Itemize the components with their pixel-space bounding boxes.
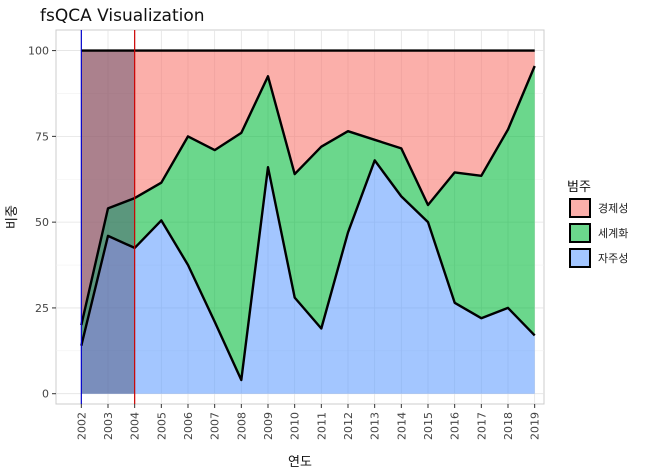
x-tick-label: 2003 bbox=[102, 412, 115, 440]
x-tick-label: 2012 bbox=[342, 412, 355, 440]
y-tick-label: 25 bbox=[35, 302, 49, 315]
x-axis: 2002 2003 2004 2005 2006 2007 2008 2009 2010 2011… bbox=[75, 404, 542, 440]
y-tick-label: 50 bbox=[35, 216, 49, 229]
shaded-region bbox=[81, 50, 135, 394]
stacked-areas bbox=[81, 50, 535, 394]
x-tick-label: 2013 bbox=[369, 412, 382, 440]
x-tick-label: 2005 bbox=[155, 412, 168, 440]
area-세계화 bbox=[81, 66, 535, 380]
line-자주성 bbox=[80, 159, 536, 382]
line-세계화 bbox=[80, 65, 536, 326]
shaded-period bbox=[81, 50, 135, 394]
x-tick-label: 2017 bbox=[475, 412, 488, 440]
legend-title: 범주 bbox=[567, 180, 591, 195]
legend-key-자주성 bbox=[569, 248, 591, 268]
legend-label-경제성: 경제성 bbox=[598, 202, 628, 215]
area-경제성 bbox=[81, 50, 535, 326]
x-tick-label: 2002 bbox=[75, 412, 88, 440]
y-tick-label: 100 bbox=[28, 45, 49, 58]
x-tick-label: 2018 bbox=[502, 412, 515, 440]
x-tick-label: 2007 bbox=[209, 412, 222, 440]
x-tick-label: 2016 bbox=[449, 412, 462, 440]
chart-title: fsQCA Visualization bbox=[40, 6, 205, 26]
boundary-lines bbox=[80, 49, 536, 382]
y-axis-title: 비중 bbox=[5, 205, 20, 229]
plot-panel bbox=[55, 29, 545, 405]
x-tick-label: 2009 bbox=[262, 412, 275, 440]
legend-key-세계화 bbox=[569, 223, 591, 243]
reference-lines bbox=[80, 30, 136, 404]
x-axis-title: 연도 bbox=[288, 455, 312, 470]
legend-key-경제성 bbox=[569, 198, 591, 218]
x-tick-label: 2014 bbox=[395, 412, 408, 440]
x-tick-label: 2004 bbox=[129, 412, 142, 440]
y-tick-label: 75 bbox=[35, 130, 49, 143]
x-tick-label: 2011 bbox=[315, 412, 328, 440]
y-tick-label: 0 bbox=[42, 388, 49, 401]
x-tick-label: 2015 bbox=[422, 412, 435, 440]
x-tick-label: 2010 bbox=[289, 412, 302, 440]
legend-label-자주성: 자주성 bbox=[598, 252, 628, 265]
x-tick-label: 2019 bbox=[529, 412, 542, 440]
x-tick-label: 2008 bbox=[235, 412, 248, 440]
x-tick-label: 2006 bbox=[182, 412, 195, 440]
legend-label-세계화: 세계화 bbox=[598, 227, 628, 240]
area-자주성 bbox=[81, 160, 535, 394]
y-axis: 0 25 50 75 100 bbox=[28, 45, 56, 401]
